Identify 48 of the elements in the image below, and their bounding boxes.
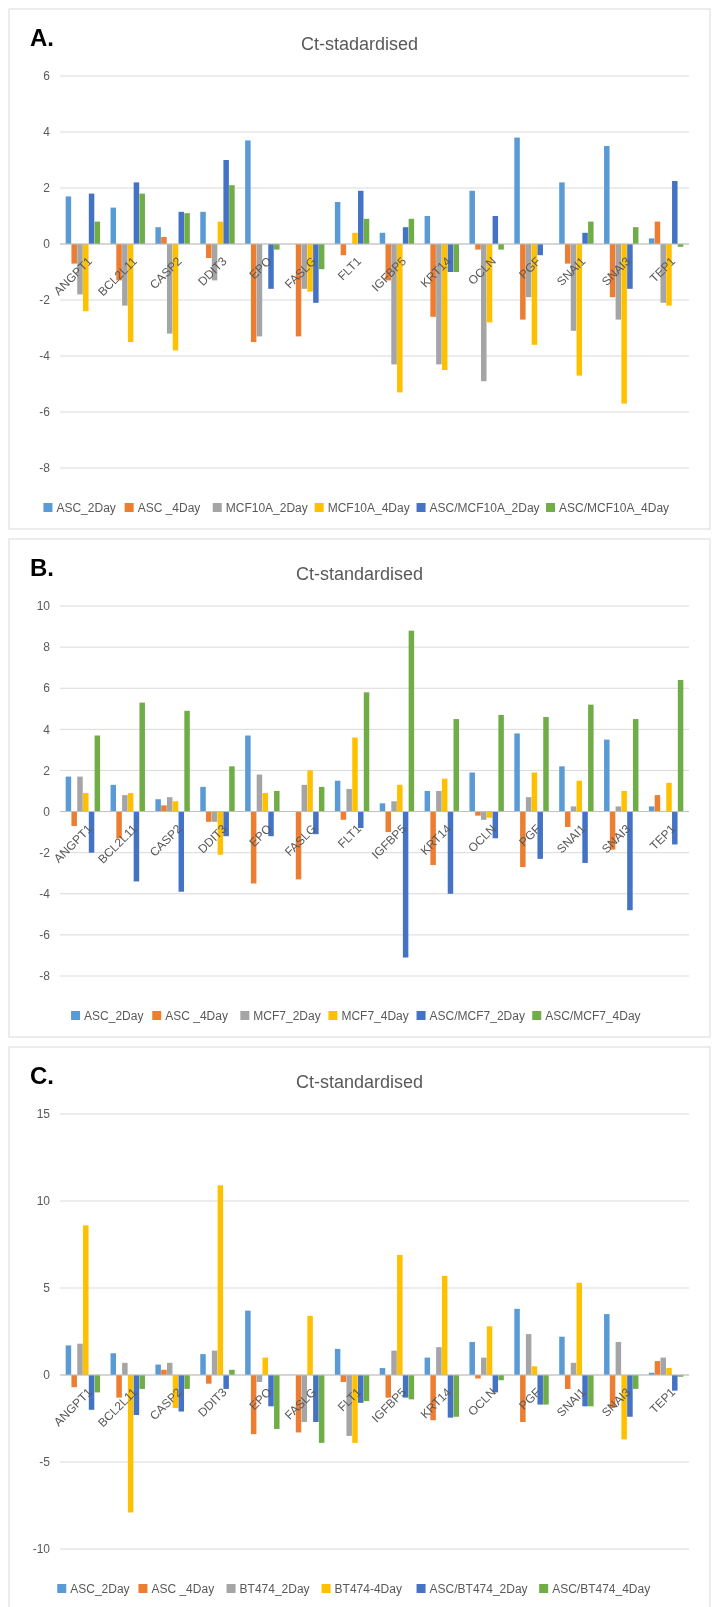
text: A. <box>30 24 54 51</box>
text: B. <box>30 554 54 581</box>
legend-label: BT474-4Day <box>334 1582 402 1596</box>
legend-label: MCF10A_2Day <box>225 501 308 515</box>
legend-label: ASC/MCF10A_4Day <box>559 501 670 515</box>
legend-label: ASC_2Day <box>84 1009 144 1023</box>
y-tick-label: -4 <box>39 886 51 901</box>
y-tick-label: 2 <box>43 181 51 196</box>
y-tick-label: -10 <box>32 1542 51 1557</box>
chart-title: Ct-standardised <box>295 1072 424 1092</box>
chart-title: Ct-stadardised <box>300 34 419 54</box>
y-tick-label: 10 <box>36 599 51 614</box>
y-tick-label: -4 <box>39 349 51 364</box>
legend-label: BT474_2Day <box>239 1582 310 1596</box>
y-tick-label: 4 <box>43 125 51 140</box>
y-tick-label: -2 <box>39 845 51 860</box>
legend-label: ASC _4Day <box>137 501 201 515</box>
y-tick-label: 6 <box>43 681 51 696</box>
text: C. <box>30 1062 54 1089</box>
y-tick-label: 8 <box>43 640 51 655</box>
y-tick-label: 0 <box>43 237 51 252</box>
legend-label: ASC_2Day <box>70 1582 130 1596</box>
y-tick-label: -5 <box>39 1455 51 1470</box>
legend-label: MCF7_4Day <box>341 1009 409 1023</box>
y-tick-label: -6 <box>39 405 51 420</box>
y-tick-label: 2 <box>43 763 51 778</box>
y-tick-label: -6 <box>39 928 51 943</box>
legend-label: MCF7_2Day <box>253 1009 321 1023</box>
y-tick-label: 4 <box>43 722 51 737</box>
y-tick-label: 6 <box>43 69 51 84</box>
legend-label: ASC _4Day <box>151 1582 215 1596</box>
y-tick-label: 10 <box>36 1194 51 1209</box>
legend-label: ASC _4Day <box>165 1009 228 1023</box>
legend-label: ASC/BT474_4Day <box>552 1582 651 1596</box>
y-tick-label: -8 <box>39 969 51 984</box>
y-tick-label: 0 <box>43 1368 51 1383</box>
legend-label: ASC/MCF10A_2Day <box>429 501 540 515</box>
y-tick-label: 15 <box>36 1107 51 1122</box>
y-tick-label: -2 <box>39 293 51 308</box>
legend-label: ASC_2Day <box>56 501 116 515</box>
legend-label: ASC/MCF7_4Day <box>545 1009 641 1023</box>
y-tick-label: -8 <box>39 461 51 476</box>
y-tick-label: 5 <box>43 1281 51 1296</box>
y-tick-label: 0 <box>43 804 51 819</box>
legend-label: ASC/MCF7_2Day <box>429 1009 525 1023</box>
chart-title: Ct-standardised <box>295 564 424 584</box>
legend-label: ASC/BT474_2Day <box>429 1582 528 1596</box>
legend-label: MCF10A_4Day <box>327 501 410 515</box>
